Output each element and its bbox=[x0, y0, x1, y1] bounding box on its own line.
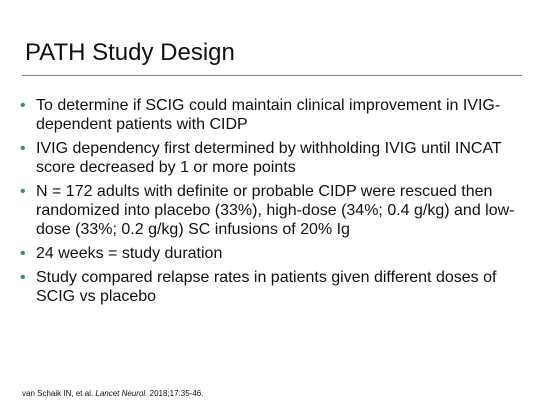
bullet-icon: • bbox=[20, 97, 26, 114]
bullet-icon: • bbox=[20, 269, 26, 286]
bullet-text: IVIG dependency first determined by with… bbox=[36, 140, 502, 176]
bullet-item: • 24 weeks = study duration bbox=[18, 244, 528, 263]
bullet-list: • To determine if SCIG could maintain cl… bbox=[18, 96, 528, 311]
citation-journal: Lancet Neurol. bbox=[95, 389, 148, 398]
citation: van Schaik IN, et al. Lancet Neurol. 201… bbox=[22, 389, 203, 399]
bullet-item: • IVIG dependency first determined by wi… bbox=[18, 139, 528, 177]
bullet-text: 24 weeks = study duration bbox=[36, 245, 223, 262]
citation-authors: van Schaik IN, et al. bbox=[22, 389, 96, 398]
bullet-text: N = 172 adults with definite or probable… bbox=[36, 183, 515, 238]
citation-details: 2018;17:35-46. bbox=[147, 389, 204, 398]
bullet-item: • N = 172 adults with definite or probab… bbox=[18, 182, 528, 239]
bullet-text: To determine if SCIG could maintain clin… bbox=[36, 97, 501, 133]
slide-title: PATH Study Design bbox=[25, 39, 235, 66]
bullet-icon: • bbox=[20, 183, 26, 200]
bullet-item: • To determine if SCIG could maintain cl… bbox=[18, 96, 528, 134]
title-divider bbox=[22, 75, 522, 76]
bullet-icon: • bbox=[20, 245, 26, 262]
bullet-item: • Study compared relapse rates in patien… bbox=[18, 268, 528, 306]
bullet-text: Study compared relapse rates in patients… bbox=[36, 269, 497, 305]
bullet-icon: • bbox=[20, 140, 26, 157]
